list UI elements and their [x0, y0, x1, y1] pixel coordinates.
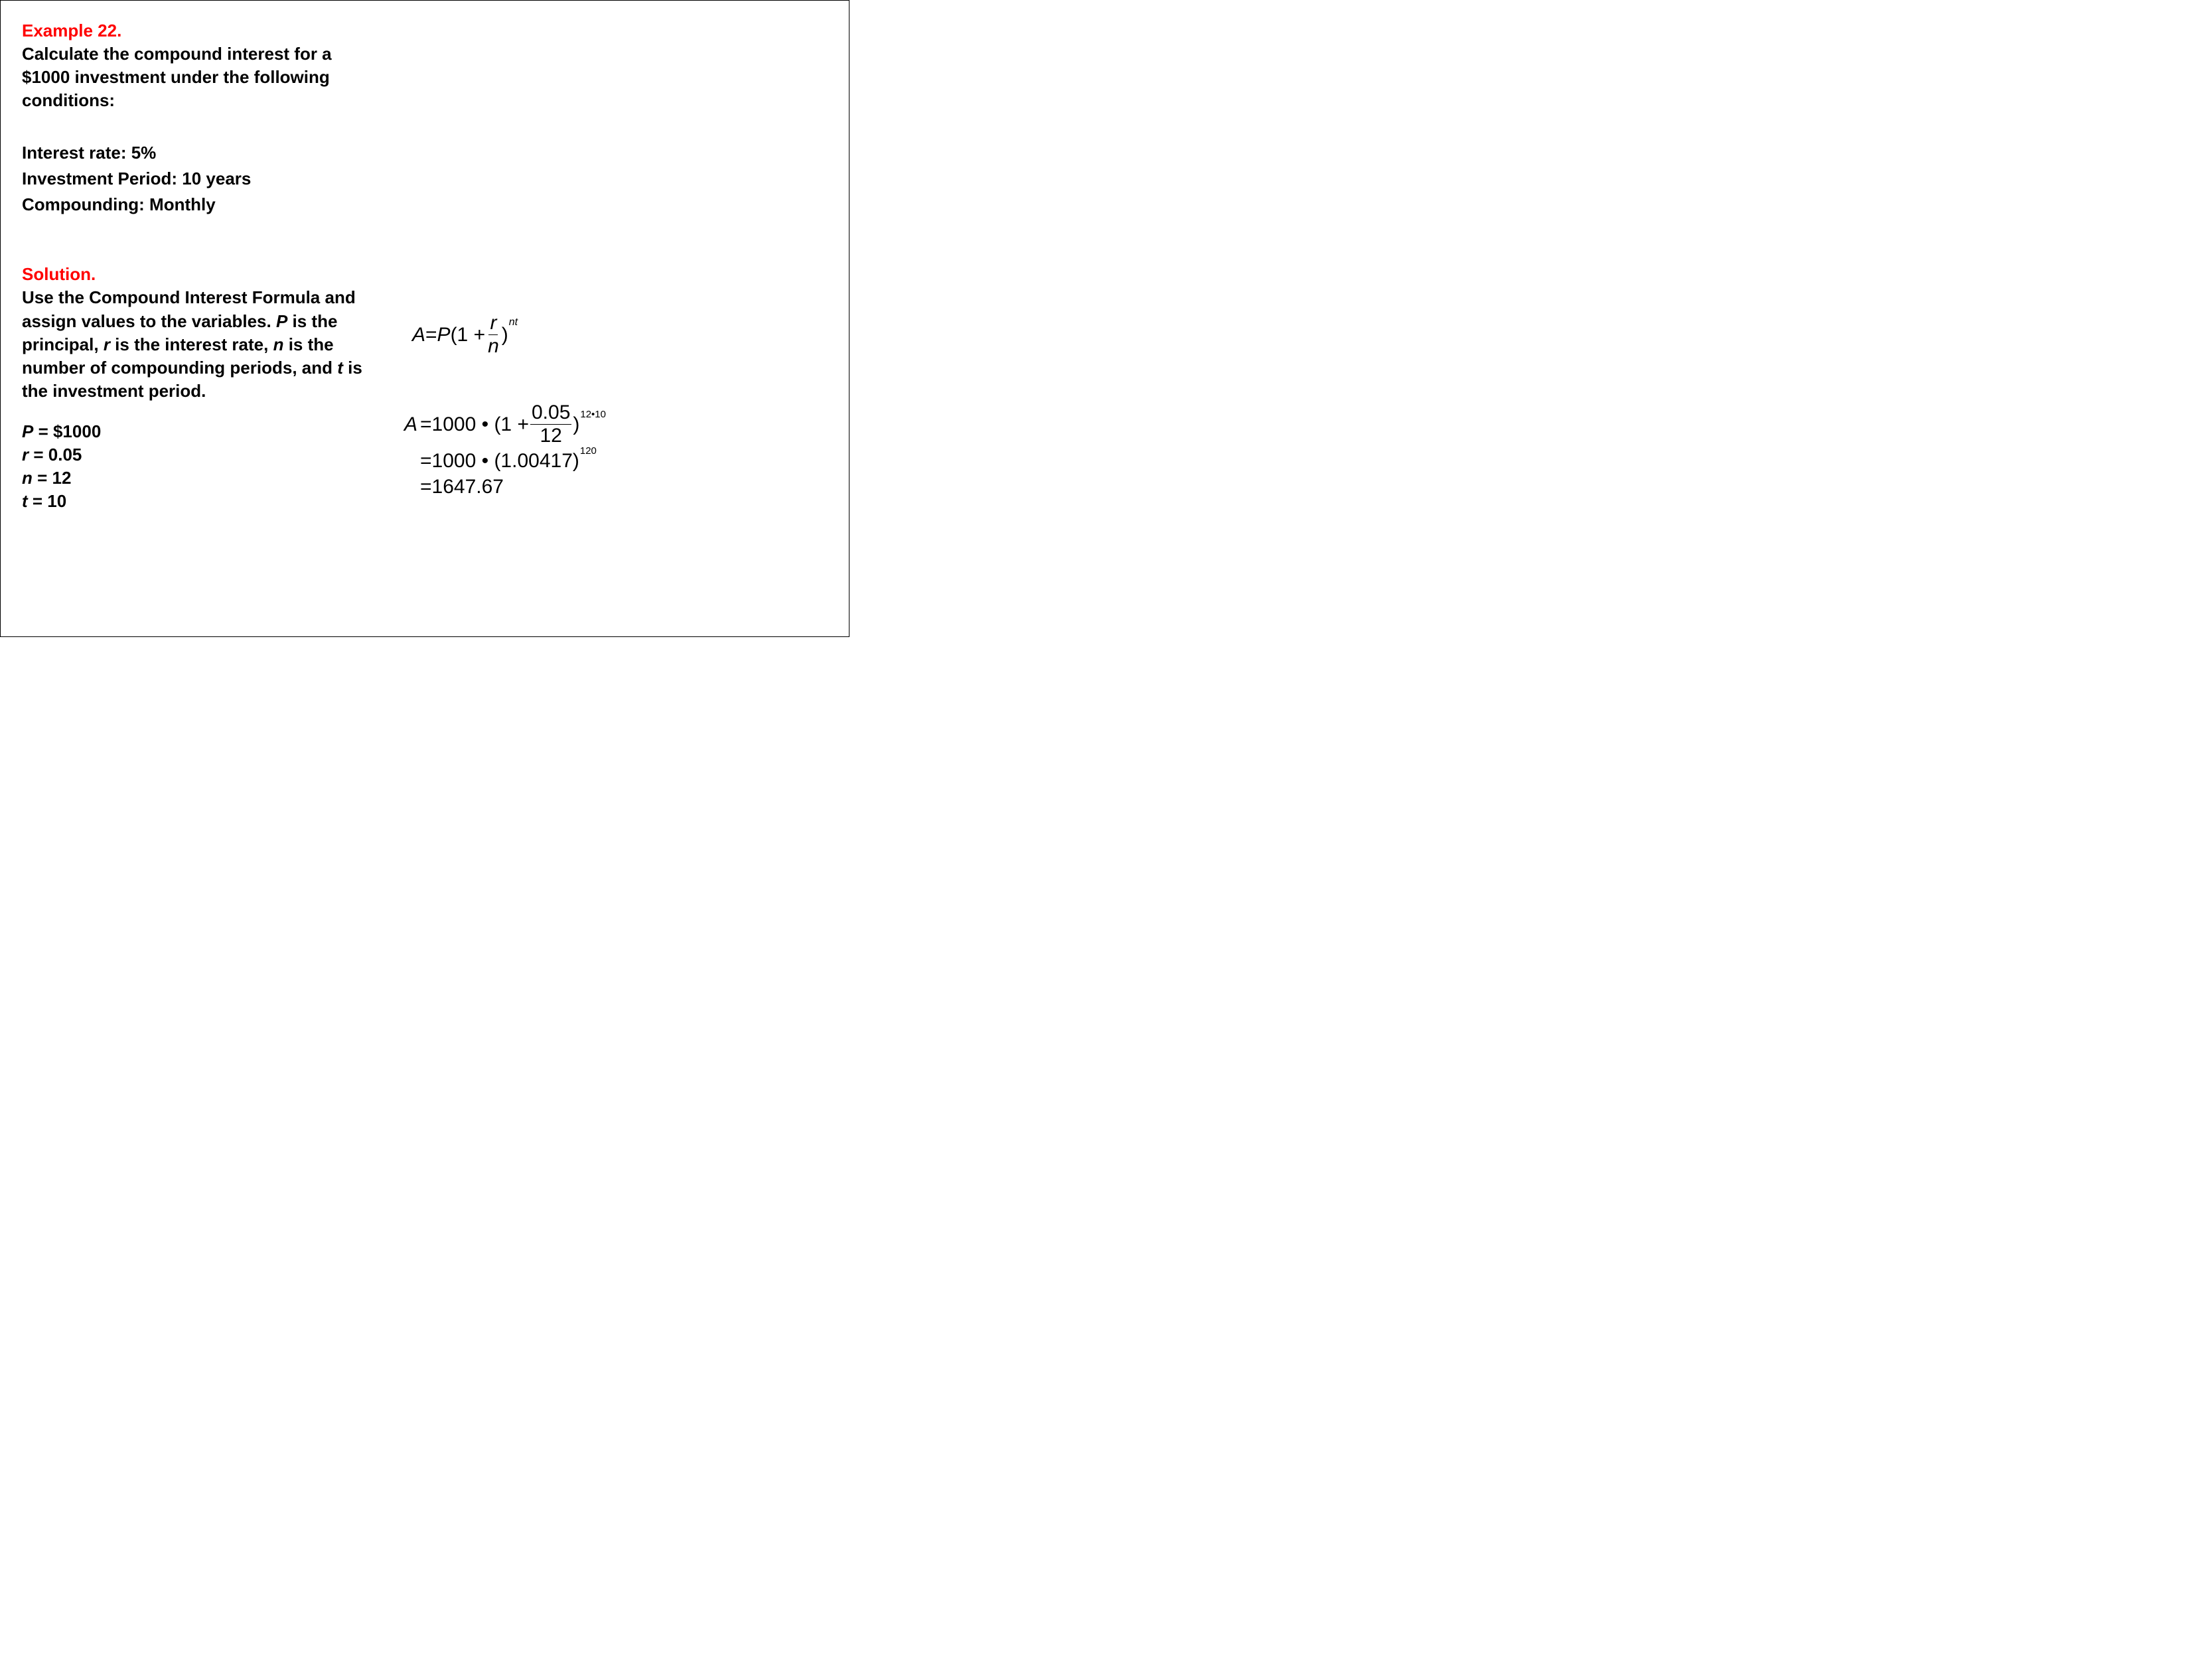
assign-t-val: = 10: [28, 491, 67, 511]
formula-A: A: [412, 324, 425, 346]
formula-close: ): [502, 324, 508, 346]
condition-rate: Interest rate: 5%: [22, 140, 828, 166]
assign-t-sym: t: [22, 491, 28, 511]
var-r-inline: r: [104, 334, 110, 354]
formula-row: A = P (1 + r n ) nt: [412, 313, 518, 356]
solution-description: Use the Compound Interest Formula and as…: [22, 286, 380, 402]
calc2-exp: 120: [580, 446, 597, 457]
assign-P-sym: P: [22, 421, 33, 441]
calculation-block: A = 1000 • (1 + 0.05 12 ) 12•10 = 1000 •…: [404, 402, 606, 498]
calc1-frac-den: 12: [538, 425, 563, 447]
var-t-inline: t: [337, 358, 343, 378]
formula-exp: nt: [509, 317, 518, 328]
calc1-eq: =: [420, 413, 432, 435]
conditions-block: Interest rate: 5% Investment Period: 10 …: [22, 140, 828, 218]
formula-eq: =: [425, 324, 437, 346]
calc-line-2: = 1000 • (1.00417) 120: [404, 450, 606, 472]
formula-frac-num: r: [488, 313, 498, 335]
formula-fraction: r n: [486, 313, 500, 356]
desc-text-3: is the interest rate,: [110, 334, 273, 354]
formula-frac-den: n: [486, 335, 500, 357]
var-P-inline: P: [276, 311, 287, 331]
calc3-val: 1647.67: [432, 476, 504, 498]
example-prompt: Calculate the compound interest for a $1…: [22, 42, 380, 112]
calc2-eq: =: [420, 450, 432, 472]
formula-P: P: [437, 324, 451, 346]
page-container: Example 22. Calculate the compound inter…: [0, 0, 849, 637]
var-n-inline: n: [273, 334, 284, 354]
assign-r-sym: r: [22, 445, 29, 465]
assign-P-val: = $1000: [33, 421, 101, 441]
condition-period: Investment Period: 10 years: [22, 166, 828, 192]
calc1-frac-num: 0.05: [530, 402, 571, 425]
calc1-fraction: 0.05 12: [530, 402, 571, 446]
calc3-eq: =: [420, 476, 432, 498]
calc2-val: 1000 • (1.00417): [432, 450, 579, 472]
condition-compounding: Compounding: Monthly: [22, 192, 828, 218]
assign-r-val: = 0.05: [29, 445, 82, 465]
calc1-mul: 1000 • (1 +: [432, 413, 529, 435]
calc1-exp: 12•10: [580, 409, 606, 421]
assign-n-sym: n: [22, 468, 33, 488]
calc-line-1: A = 1000 • (1 + 0.05 12 ) 12•10: [404, 402, 606, 446]
calc1-close: ): [573, 413, 579, 435]
assign-n-val: = 12: [33, 468, 72, 488]
calc-line-3: = 1647.67: [404, 476, 606, 498]
example-title: Example 22.: [22, 19, 828, 42]
formula-general: A = P (1 + r n ) nt: [412, 313, 518, 356]
calc1-A: A: [404, 413, 420, 435]
solution-title: Solution.: [22, 263, 828, 286]
formula-open: (1 +: [451, 324, 486, 346]
